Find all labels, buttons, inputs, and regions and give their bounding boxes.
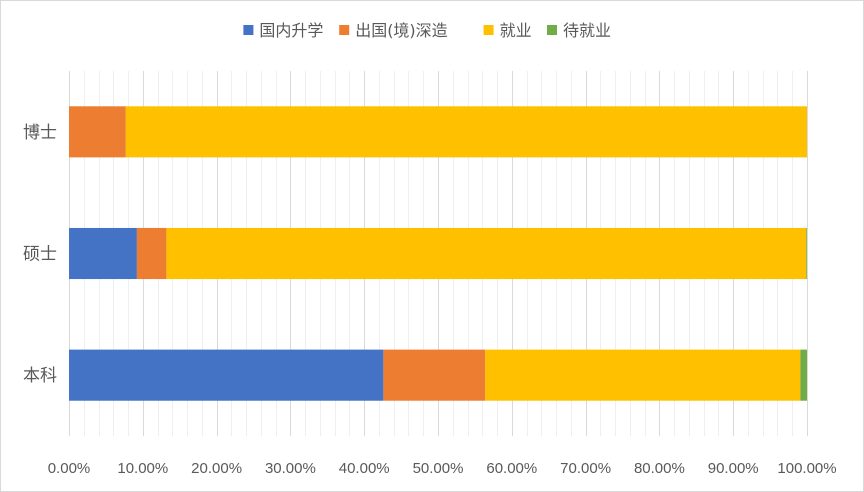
x-tick-label: 0.00% bbox=[48, 460, 91, 477]
legend-label: 国内升学 bbox=[259, 21, 323, 40]
x-tick-label: 90.00% bbox=[708, 460, 759, 477]
legend-label: 待就业 bbox=[563, 21, 611, 40]
x-tick-label: 100.00% bbox=[777, 460, 836, 477]
bar-segment bbox=[485, 349, 801, 401]
x-tick-label: 60.00% bbox=[486, 460, 537, 477]
bar-segment bbox=[69, 106, 126, 158]
legend-label: 就业 bbox=[500, 21, 532, 40]
category-label: 博士 bbox=[23, 123, 57, 143]
bar-segment bbox=[166, 227, 807, 280]
legend-label: 出国(境)深造 bbox=[355, 21, 448, 40]
bar-segment bbox=[383, 349, 486, 401]
legend-swatch bbox=[483, 25, 494, 35]
x-tick-label: 20.00% bbox=[191, 460, 242, 477]
category-label: 硕士 bbox=[23, 245, 57, 265]
x-tick-label: 70.00% bbox=[560, 460, 611, 477]
legend: 国内升学 出国(境)深造 就业 待就业 bbox=[243, 21, 611, 40]
x-tick-label: 80.00% bbox=[634, 460, 685, 477]
legend-swatch bbox=[243, 25, 254, 35]
x-tick-label: 10.00% bbox=[117, 460, 168, 477]
axes: 0.00% 10.00% 20.00% 30.00% 40.00% 50.00% 60.00… bbox=[48, 460, 837, 477]
bar-segment bbox=[69, 349, 384, 401]
category-label: 本科 bbox=[23, 366, 57, 386]
bar-segment bbox=[806, 227, 807, 280]
x-tick-label: 30.00% bbox=[265, 460, 316, 477]
bar-segment bbox=[69, 227, 137, 280]
bar-segment bbox=[125, 106, 808, 158]
bar-segment bbox=[800, 349, 807, 401]
x-tick-label: 40.00% bbox=[339, 460, 390, 477]
bar-segment bbox=[136, 227, 167, 280]
legend-swatch bbox=[547, 25, 557, 35]
legend-swatch bbox=[339, 25, 350, 35]
x-tick-label: 50.00% bbox=[413, 460, 464, 477]
